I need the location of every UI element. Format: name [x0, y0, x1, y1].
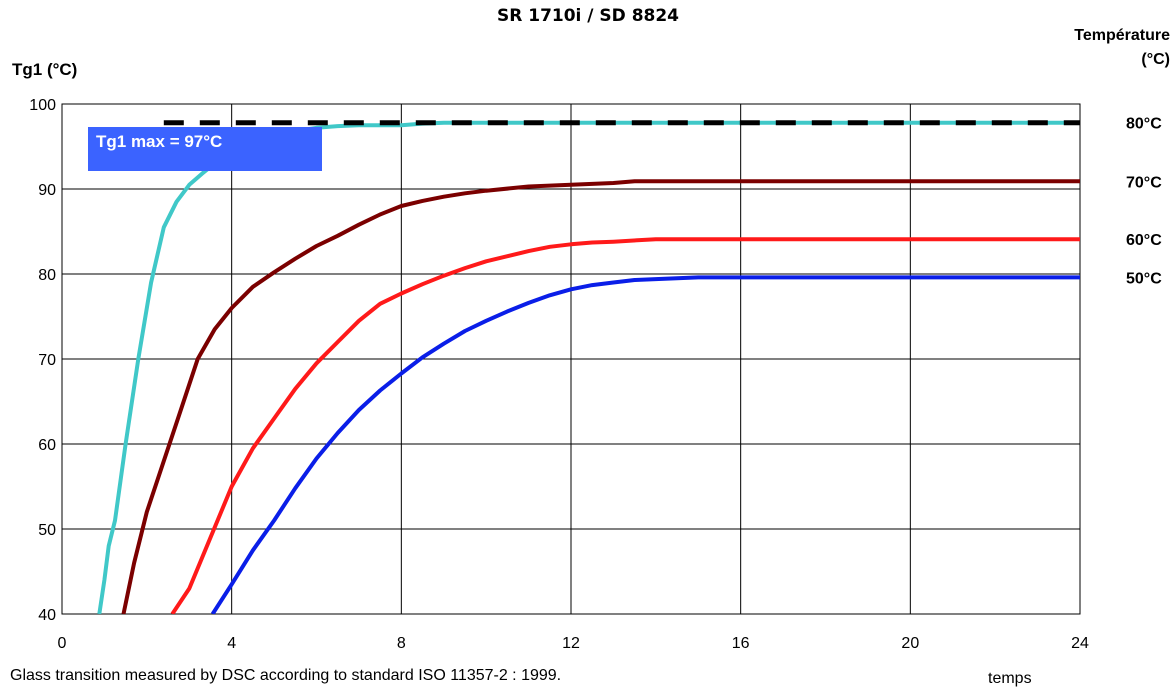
- y-tick-label: 90: [38, 182, 56, 199]
- y-tick-label: 60: [38, 437, 56, 454]
- legend-title-line-1: Température: [1074, 27, 1170, 44]
- y-tick-label: 80: [38, 267, 56, 284]
- y-tick-label: 70: [38, 352, 56, 369]
- series-label: 50°C: [1126, 270, 1162, 287]
- legend-title: Température (°C): [1074, 24, 1170, 72]
- x-tick-label: 4: [227, 635, 236, 652]
- series-line: [210, 275, 1080, 614]
- tg1-max-annotation: Tg1 max = 97°C: [88, 127, 322, 171]
- x-tick-label: 24: [1071, 635, 1089, 652]
- x-axis-label: temps: [988, 670, 1032, 687]
- x-tick-label: 12: [562, 635, 580, 652]
- x-tick-label: 16: [732, 635, 750, 652]
- x-tick-label: 20: [901, 635, 919, 652]
- legend-title-line-2: (°C): [1141, 51, 1170, 68]
- chart-caption: Glass transition measured by DSC accordi…: [10, 667, 562, 684]
- series-line: [121, 179, 1080, 614]
- y-tick-label: 50: [38, 522, 56, 539]
- series-label: 70°C: [1126, 174, 1162, 191]
- series-label: 60°C: [1126, 232, 1162, 249]
- series-line: [170, 237, 1080, 614]
- x-tick-label: 0: [58, 635, 67, 652]
- series-line: [97, 120, 1080, 614]
- y-tick-label: 40: [38, 607, 56, 624]
- chart-title: SR 1710i / SD 8824: [496, 6, 680, 26]
- y-axis-label: Tg1 (°C): [12, 60, 78, 79]
- y-tick-label: 100: [29, 97, 56, 114]
- series-label: 80°C: [1126, 116, 1162, 133]
- plot-area: [61, 103, 1081, 615]
- x-tick-label: 8: [397, 635, 406, 652]
